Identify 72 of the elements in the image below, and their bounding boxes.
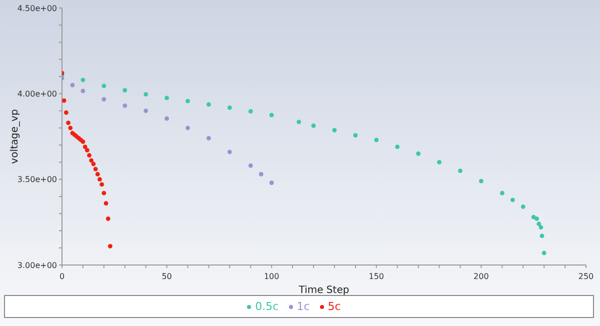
x-tick-label: 0 <box>59 272 65 281</box>
point <box>87 153 92 158</box>
point <box>416 151 421 156</box>
point <box>62 98 66 103</box>
x-tick-label: 100 <box>264 272 280 281</box>
point <box>106 216 110 221</box>
point <box>100 182 104 187</box>
point <box>227 106 232 110</box>
point <box>186 126 190 130</box>
x-tick-label: 50 <box>162 272 172 281</box>
point <box>353 133 358 138</box>
point <box>98 177 102 182</box>
point <box>102 84 106 88</box>
point <box>206 102 211 107</box>
point <box>68 126 73 130</box>
point <box>144 92 148 97</box>
point <box>311 124 316 128</box>
legend-label: 1c <box>296 300 310 313</box>
y-tick-label: 4.00e+00 <box>17 90 57 99</box>
point <box>479 178 484 184</box>
point <box>102 97 106 102</box>
point <box>164 96 169 100</box>
point <box>82 144 88 149</box>
point <box>540 234 544 238</box>
point <box>296 120 302 124</box>
point <box>70 82 75 88</box>
point <box>186 98 190 104</box>
point <box>144 108 148 113</box>
point <box>104 201 108 206</box>
point <box>538 225 544 230</box>
point <box>206 136 211 140</box>
x-tick-label: 150 <box>368 272 384 281</box>
point <box>258 172 264 176</box>
point <box>458 168 462 173</box>
point <box>102 190 106 196</box>
y-tick-label: 4.50e+00 <box>17 4 57 13</box>
point <box>437 160 442 164</box>
point <box>108 244 112 248</box>
point <box>534 216 539 221</box>
point <box>84 148 90 152</box>
y-axis-title: voltage_vp <box>10 109 21 164</box>
y-tick-label: 3.00e+00 <box>17 260 57 270</box>
point <box>227 150 232 154</box>
point <box>269 180 274 185</box>
point <box>80 88 86 94</box>
point <box>93 166 98 172</box>
point <box>536 222 542 226</box>
point <box>500 190 504 196</box>
legend-label: 0.5c <box>255 300 279 313</box>
x-axis-title: Time Step <box>298 285 350 296</box>
point <box>374 138 379 142</box>
point <box>542 250 546 256</box>
point <box>122 103 128 108</box>
point <box>248 109 253 114</box>
point <box>66 120 70 125</box>
x-tick-label: 200 <box>474 272 489 281</box>
x-tick-label: 250 <box>578 272 594 281</box>
point <box>248 163 253 168</box>
point <box>395 144 400 149</box>
point <box>122 88 128 92</box>
point <box>80 78 86 82</box>
legend-label: 5c <box>328 300 341 313</box>
y-tick-label: 3.50e+00 <box>17 175 57 184</box>
point <box>164 116 169 121</box>
point <box>269 112 274 118</box>
point <box>64 110 68 115</box>
point <box>520 204 526 209</box>
point <box>332 128 337 132</box>
point <box>89 158 94 163</box>
point <box>91 162 96 166</box>
point <box>510 198 515 202</box>
point <box>95 172 100 176</box>
